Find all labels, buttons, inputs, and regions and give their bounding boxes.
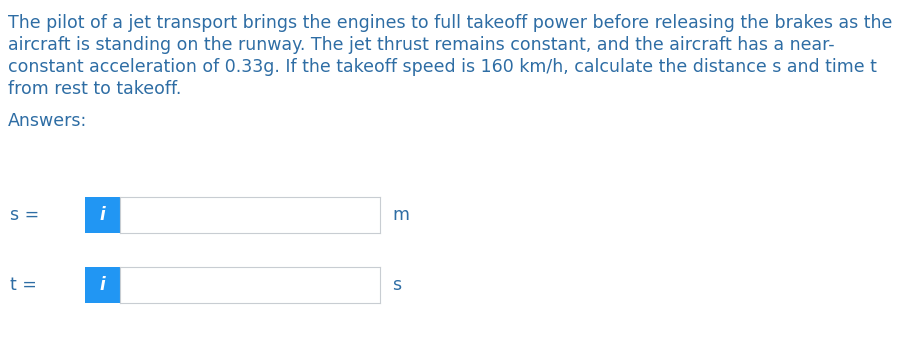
Text: The pilot of a jet transport brings the engines to full takeoff power before rel: The pilot of a jet transport brings the … bbox=[8, 14, 893, 32]
Text: constant acceleration of 0.33g. If the takeoff speed is 160 km/h, calculate the : constant acceleration of 0.33g. If the t… bbox=[8, 58, 876, 76]
Text: s: s bbox=[392, 276, 401, 294]
Text: from rest to takeoff.: from rest to takeoff. bbox=[8, 80, 181, 98]
Text: t =: t = bbox=[10, 276, 37, 294]
Text: aircraft is standing on the runway. The jet thrust remains constant, and the air: aircraft is standing on the runway. The … bbox=[8, 36, 834, 54]
Text: i: i bbox=[100, 276, 105, 294]
Text: i: i bbox=[100, 206, 105, 224]
Text: s =: s = bbox=[10, 206, 40, 224]
Text: m: m bbox=[392, 206, 409, 224]
Text: Answers:: Answers: bbox=[8, 112, 87, 130]
